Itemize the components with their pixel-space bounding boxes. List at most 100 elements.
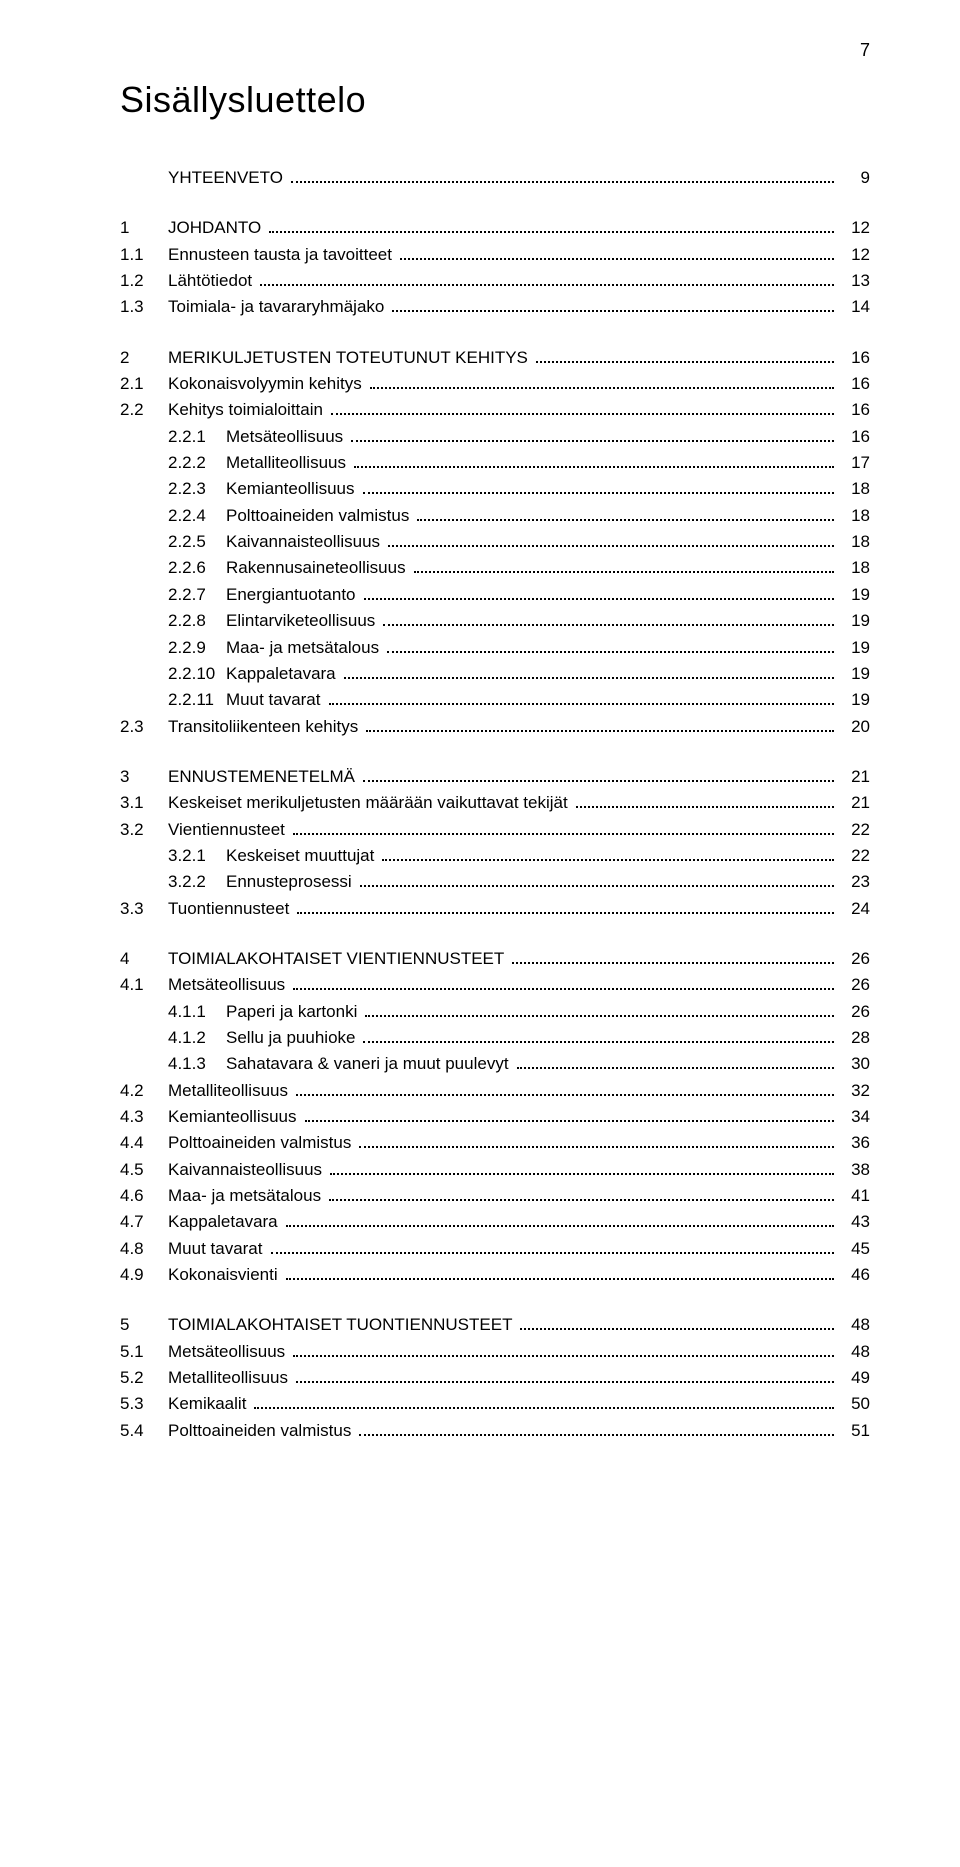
toc-block: 3ENNUSTEMENETELMÄ213.1Keskeiset merikulj… bbox=[120, 764, 870, 922]
toc-page: 14 bbox=[838, 294, 870, 320]
toc-leader-dots bbox=[512, 947, 834, 964]
toc-container: YHTEENVETO91JOHDANTO121.1Ennusteen taust… bbox=[120, 165, 870, 1444]
toc-row: 5.1Metsäteollisuus48 bbox=[120, 1339, 870, 1365]
toc-label: Paperi ja kartonki bbox=[226, 999, 361, 1025]
toc-number: 2.2.9 bbox=[168, 635, 226, 661]
toc-leader-dots bbox=[388, 530, 834, 547]
toc-row: YHTEENVETO9 bbox=[120, 165, 870, 191]
toc-leader-dots bbox=[329, 1184, 834, 1201]
toc-title: Sisällysluettelo bbox=[120, 79, 870, 121]
toc-label: Kehitys toimialoittain bbox=[168, 397, 327, 423]
toc-block: YHTEENVETO9 bbox=[120, 165, 870, 191]
toc-number: 2.2.10 bbox=[168, 661, 226, 687]
toc-number: 2.2 bbox=[120, 397, 168, 423]
toc-number: 4.1.2 bbox=[168, 1025, 226, 1051]
toc-page: 30 bbox=[838, 1051, 870, 1077]
toc-page: 24 bbox=[838, 896, 870, 922]
toc-leader-dots bbox=[517, 1052, 834, 1069]
toc-number: 5.4 bbox=[120, 1418, 168, 1444]
toc-page: 28 bbox=[838, 1025, 870, 1051]
toc-page: 18 bbox=[838, 503, 870, 529]
toc-row: 4.1Metsäteollisuus26 bbox=[120, 972, 870, 998]
toc-leader-dots bbox=[331, 398, 834, 415]
toc-row: 1JOHDANTO12 bbox=[120, 215, 870, 241]
toc-row: 1.3Toimiala- ja tavararyhmäjako14 bbox=[120, 294, 870, 320]
toc-row: 2.2.7Energiantuotanto19 bbox=[120, 582, 870, 608]
toc-block: 4TOIMIALAKOHTAISET VIENTIENNUSTEET264.1M… bbox=[120, 946, 870, 1288]
toc-page: 50 bbox=[838, 1391, 870, 1417]
toc-number: 2.2.11 bbox=[168, 687, 226, 713]
toc-row: 5.4Polttoaineiden valmistus 51 bbox=[120, 1418, 870, 1444]
toc-row: 3.2.2Ennusteprosessi23 bbox=[120, 869, 870, 895]
toc-leader-dots bbox=[363, 1026, 834, 1043]
toc-number: 3 bbox=[120, 764, 168, 790]
toc-row: 2.2.4Polttoaineiden valmistus18 bbox=[120, 503, 870, 529]
toc-row: 4.4Polttoaineiden valmistus36 bbox=[120, 1130, 870, 1156]
toc-label: Energiantuotanto bbox=[226, 582, 360, 608]
toc-leader-dots bbox=[364, 583, 835, 600]
toc-label: YHTEENVETO bbox=[168, 165, 287, 191]
toc-leader-dots bbox=[271, 1236, 835, 1253]
toc-label: Maa- ja metsätalous bbox=[168, 1183, 325, 1209]
toc-row: 2.3Transitoliikenteen kehitys20 bbox=[120, 714, 870, 740]
toc-page: 22 bbox=[838, 817, 870, 843]
toc-leader-dots bbox=[536, 345, 834, 362]
toc-leader-dots bbox=[293, 973, 834, 990]
toc-number: 2.2.4 bbox=[168, 503, 226, 529]
toc-page: 13 bbox=[838, 268, 870, 294]
toc-leader-dots bbox=[351, 424, 834, 441]
toc-page: 36 bbox=[838, 1130, 870, 1156]
toc-label: Maa- ja metsätalous bbox=[226, 635, 383, 661]
toc-leader-dots bbox=[382, 844, 834, 861]
toc-page: 12 bbox=[838, 242, 870, 268]
toc-label: Sellu ja puuhioke bbox=[226, 1025, 359, 1051]
toc-row: 4.1.2Sellu ja puuhioke 28 bbox=[120, 1025, 870, 1051]
toc-row: 4.9Kokonaisvienti46 bbox=[120, 1262, 870, 1288]
toc-label: Kokonaisvolyymin kehitys bbox=[168, 371, 366, 397]
toc-row: 3.3Tuontiennusteet24 bbox=[120, 896, 870, 922]
toc-label: Metsäteollisuus bbox=[226, 424, 347, 450]
toc-label: Metalliteollisuus bbox=[168, 1365, 292, 1391]
toc-page: 18 bbox=[838, 476, 870, 502]
toc-row: 4.5Kaivannaisteollisuus38 bbox=[120, 1157, 870, 1183]
toc-leader-dots bbox=[293, 817, 834, 834]
toc-label: Ennusteen tausta ja tavoitteet bbox=[168, 242, 396, 268]
toc-page: 48 bbox=[838, 1312, 870, 1338]
toc-page: 51 bbox=[838, 1418, 870, 1444]
toc-page: 46 bbox=[838, 1262, 870, 1288]
toc-label: Kaivannaisteollisuus bbox=[168, 1157, 326, 1183]
toc-page: 22 bbox=[838, 843, 870, 869]
toc-row: 4.6Maa- ja metsätalous41 bbox=[120, 1183, 870, 1209]
toc-row: 4.3Kemianteollisuus34 bbox=[120, 1104, 870, 1130]
toc-number: 4.5 bbox=[120, 1157, 168, 1183]
toc-label: Kaivannaisteollisuus bbox=[226, 529, 384, 555]
toc-page: 17 bbox=[838, 450, 870, 476]
toc-label: Sahatavara & vaneri ja muut puulevyt bbox=[226, 1051, 513, 1077]
toc-page: 21 bbox=[838, 764, 870, 790]
toc-leader-dots bbox=[365, 999, 834, 1016]
toc-number: 3.2.1 bbox=[168, 843, 226, 869]
toc-page: 49 bbox=[838, 1365, 870, 1391]
toc-row: 1.1Ennusteen tausta ja tavoitteet12 bbox=[120, 242, 870, 268]
toc-row: 4.2Metalliteollisuus32 bbox=[120, 1078, 870, 1104]
toc-number: 2.2.8 bbox=[168, 608, 226, 634]
toc-number: 4.8 bbox=[120, 1236, 168, 1262]
toc-leader-dots bbox=[297, 896, 834, 913]
toc-label: Polttoaineiden valmistus bbox=[168, 1418, 355, 1444]
toc-number: 5.3 bbox=[120, 1391, 168, 1417]
toc-block: 5TOIMIALAKOHTAISET TUONTIENNUSTEET485.1M… bbox=[120, 1312, 870, 1444]
toc-number: 4.9 bbox=[120, 1262, 168, 1288]
toc-row: 2.2.2Metalliteollisuus17 bbox=[120, 450, 870, 476]
toc-block: 2MERIKULJETUSTEN TOTEUTUNUT KEHITYS162.1… bbox=[120, 345, 870, 740]
toc-row: 4.1.1Paperi ja kartonki26 bbox=[120, 999, 870, 1025]
toc-leader-dots bbox=[366, 714, 834, 731]
toc-number: 2.1 bbox=[120, 371, 168, 397]
toc-row: 2.2.1Metsäteollisuus16 bbox=[120, 424, 870, 450]
toc-label: Muut tavarat bbox=[168, 1236, 267, 1262]
toc-label: JOHDANTO bbox=[168, 215, 265, 241]
toc-label: Transitoliikenteen kehitys bbox=[168, 714, 362, 740]
toc-number: 4 bbox=[120, 946, 168, 972]
toc-leader-dots bbox=[576, 791, 834, 808]
toc-leader-dots bbox=[520, 1313, 834, 1330]
toc-page: 26 bbox=[838, 946, 870, 972]
